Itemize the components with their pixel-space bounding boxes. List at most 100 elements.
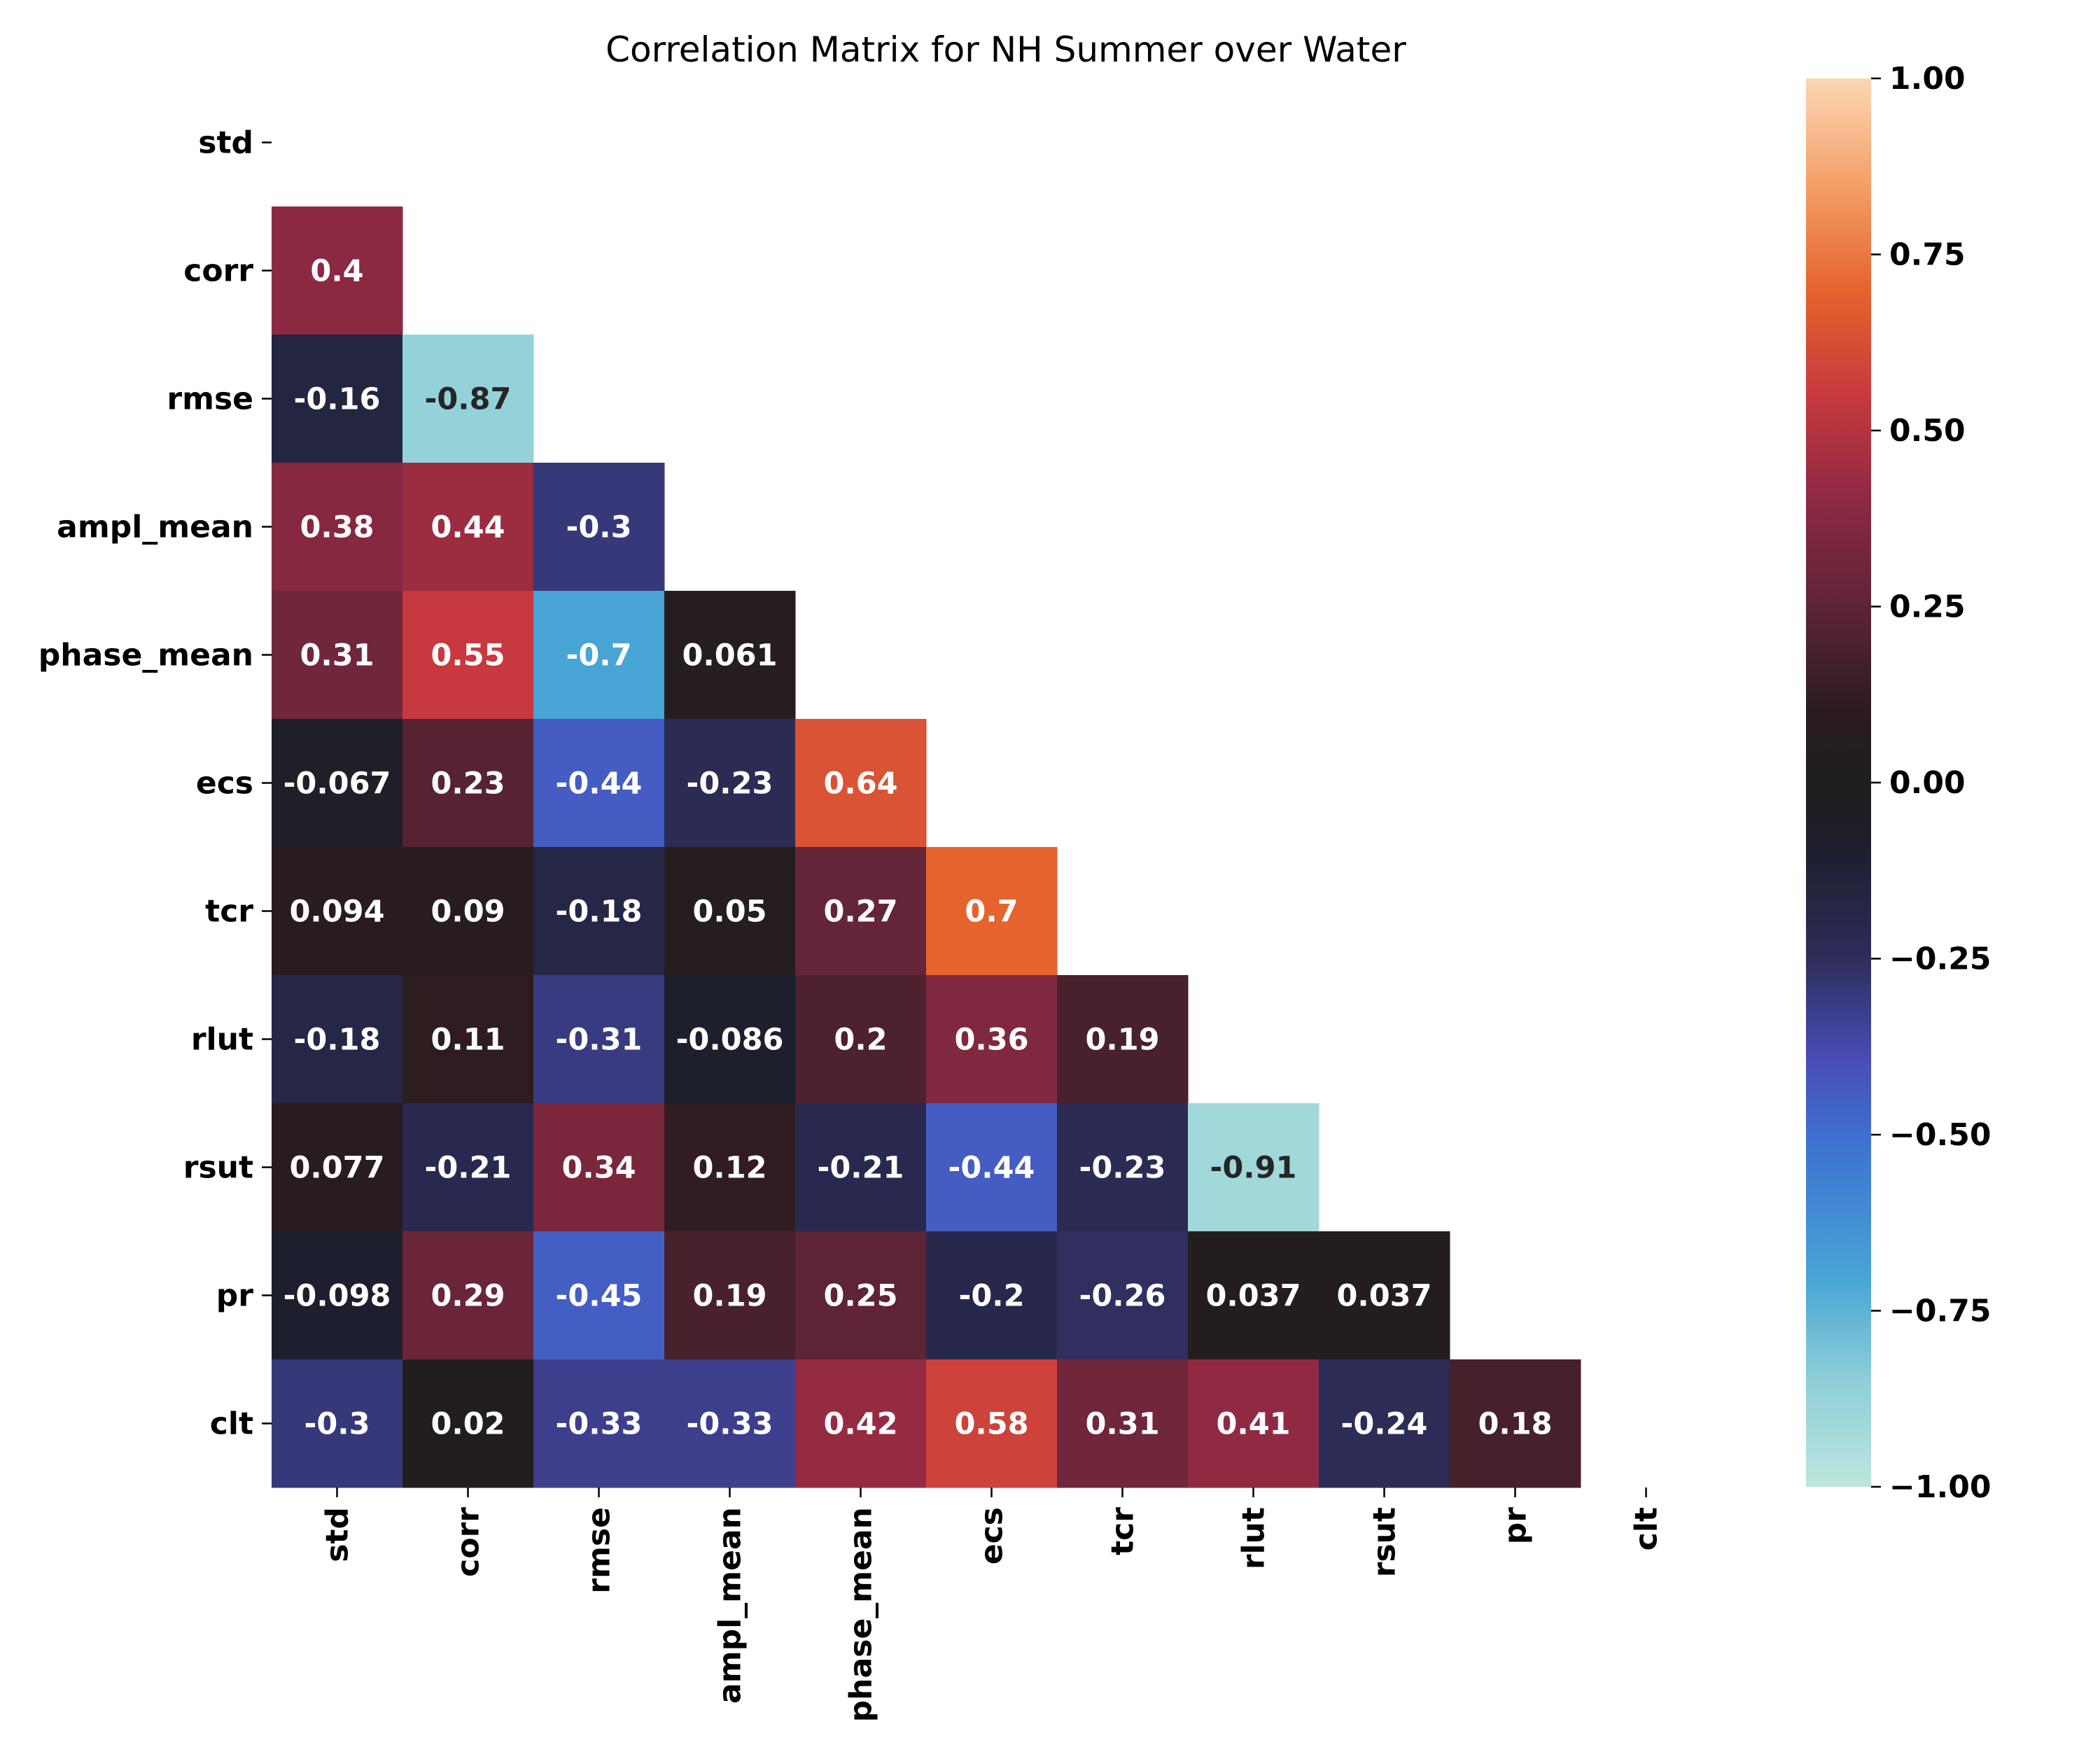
heatmap-cell-phase_mean-corr: [402, 591, 534, 720]
cell-value-label: 0.094: [289, 895, 384, 930]
x-tick-label-std: std: [320, 1507, 356, 1562]
heatmap-cell-rsut-ecs: [926, 1103, 1058, 1232]
heatmap-cell-tcr-ampl_mean: [664, 847, 796, 976]
y-tick-label-std: std: [198, 125, 253, 161]
cell-value-label: 0.037: [1205, 1279, 1301, 1314]
heatmap-cell-rlut-phase_mean: [795, 975, 927, 1104]
cell-value-label: -0.2: [958, 1279, 1024, 1314]
heatmap-cell-clt-phase_mean: [795, 1359, 927, 1488]
cell-value-label: 0.09: [430, 895, 505, 930]
cell-value-label: -0.18: [294, 1023, 381, 1058]
cell-value-label: -0.7: [566, 638, 631, 673]
colorbar-tick-label: 1.00: [1889, 61, 1966, 97]
x-tick-label-corr: corr: [451, 1507, 486, 1577]
colorbar-tick-label: −0.25: [1889, 941, 1991, 977]
colorbar-ticks: 1.00 0.75 0.50 0.25 0.00 −0.25 −0.50 −0.75 −1.00: [1871, 61, 1991, 1505]
heatmap-cell-rsut-ampl_mean: [664, 1103, 796, 1232]
y-tick-label-phase_mean: phase_mean: [38, 638, 253, 673]
heatmap-cell-clt-tcr: [1057, 1359, 1189, 1488]
x-tick-label-rlut: rlut: [1236, 1507, 1272, 1569]
heatmap-cell-ampl_mean-std: [272, 463, 403, 592]
colorbar: [1806, 78, 1871, 1487]
x-tick-label-tcr: tcr: [1105, 1507, 1141, 1555]
heatmap-cells: 0.4 -0.16 -0.87 0.38 0.44 -0.3 0.31 0.55 -0.7 0.0…: [272, 206, 1581, 1488]
x-tick-label-clt: clt: [1629, 1507, 1665, 1550]
heatmap-cell-phase_mean-rmse: [533, 591, 665, 720]
heatmap-cell-phase_mean-std: [272, 591, 403, 720]
y-tick-label-rmse: rmse: [167, 382, 253, 417]
heatmap-cell-tcr-ecs: [926, 847, 1058, 976]
cell-value-label: 0.037: [1336, 1279, 1432, 1314]
heatmap-cell-ecs-corr: [402, 719, 534, 848]
y-tick-label-tcr: tcr: [205, 894, 253, 930]
colorbar-tick-label: −0.75: [1889, 1294, 1991, 1329]
cell-value-label: 0.31: [1085, 1407, 1159, 1442]
cell-value-label: -0.21: [818, 1151, 904, 1186]
cell-value-label: 0.31: [300, 638, 374, 673]
cell-value-label: 0.64: [823, 766, 897, 802]
cell-value-label: -0.16: [294, 382, 381, 417]
heatmap-cell-corr-std: [272, 206, 403, 335]
cell-value-label: -0.086: [676, 1023, 784, 1058]
heatmap-cell-rsut-phase_mean: [795, 1103, 927, 1232]
colorbar-tick-label: −1.00: [1889, 1469, 1991, 1505]
cell-value-label: -0.21: [425, 1151, 512, 1186]
heatmap-cell-clt-rmse: [533, 1359, 665, 1488]
cell-value-label: -0.3: [304, 1407, 370, 1442]
heatmap-cell-clt-corr: [402, 1359, 534, 1488]
colorbar-tick-label: 0.25: [1889, 589, 1966, 625]
x-tick-label-ampl_mean: ampl_mean: [713, 1507, 748, 1704]
cell-value-label: 0.58: [954, 1407, 1028, 1442]
heatmap-cell-rlut-ampl_mean: [664, 975, 796, 1104]
cell-value-label: -0.23: [687, 766, 774, 802]
heatmap-cell-rmse-std: [272, 335, 403, 463]
heatmap-cell-pr-ampl_mean: [664, 1231, 796, 1360]
cell-value-label: 0.05: [692, 895, 766, 930]
x-tick-label-rsut: rsut: [1367, 1507, 1403, 1577]
cell-value-label: -0.067: [284, 766, 391, 802]
heatmap-cell-ecs-std: [272, 719, 403, 848]
cell-value-label: -0.098: [284, 1279, 391, 1314]
y-tick-label-rlut: rlut: [191, 1022, 253, 1058]
heatmap-cell-ampl_mean-corr: [402, 463, 534, 592]
heatmap-cell-rsut-rlut: [1188, 1103, 1320, 1232]
cell-value-label: -0.3: [566, 510, 631, 545]
heatmap-cell-rlut-rmse: [533, 975, 665, 1104]
y-tick-label-ecs: ecs: [196, 766, 253, 802]
cell-value-label: 0.12: [692, 1151, 766, 1186]
cell-value-label: 0.41: [1216, 1407, 1290, 1442]
heatmap-cell-rsut-tcr: [1057, 1103, 1189, 1232]
x-tick-label-rmse: rmse: [582, 1507, 617, 1594]
cell-value-label: -0.18: [556, 895, 643, 930]
cell-value-label: 0.11: [430, 1023, 505, 1058]
cell-value-label: 0.19: [692, 1279, 766, 1314]
heatmap-cell-rlut-corr: [402, 975, 534, 1104]
cell-value-label: 0.55: [430, 638, 505, 673]
cell-value-label: -0.24: [1341, 1407, 1428, 1442]
cell-value-label: 0.29: [430, 1279, 505, 1314]
x-axis-tick-labels: std corr rmse ampl_mean phase_mean ecs tcr rlut…: [320, 1488, 1665, 1722]
heatmap-cell-tcr-corr: [402, 847, 534, 976]
heatmap-cell-rsut-std: [272, 1103, 403, 1232]
cell-value-label: 0.27: [823, 895, 897, 930]
heatmap-cell-rmse-corr: [402, 335, 534, 463]
heatmap-cell-phase_mean-ampl_mean: [664, 591, 796, 720]
heatmap-cell-rsut-rmse: [533, 1103, 665, 1232]
cell-value-label: 0.42: [823, 1407, 897, 1442]
x-tick-label-pr: pr: [1498, 1507, 1534, 1544]
y-tick-label-rsut: rsut: [183, 1150, 253, 1186]
heatmap-cell-pr-corr: [402, 1231, 534, 1360]
x-tick-label-phase_mean: phase_mean: [844, 1507, 879, 1722]
cell-value-label: -0.23: [1079, 1151, 1166, 1186]
cell-value-label: -0.44: [556, 766, 643, 802]
cell-value-label: 0.02: [430, 1407, 505, 1442]
heatmap-cell-tcr-std: [272, 847, 403, 976]
heatmap-cell-clt-ecs: [926, 1359, 1058, 1488]
cell-value-label: 0.19: [1085, 1023, 1159, 1058]
heatmap-cell-pr-ecs: [926, 1231, 1058, 1360]
cell-value-label: 0.25: [823, 1279, 897, 1314]
colorbar-tick-label: 0.75: [1889, 237, 1966, 273]
cell-value-label: 0.34: [561, 1151, 636, 1186]
cell-value-label: 0.2: [834, 1023, 887, 1058]
